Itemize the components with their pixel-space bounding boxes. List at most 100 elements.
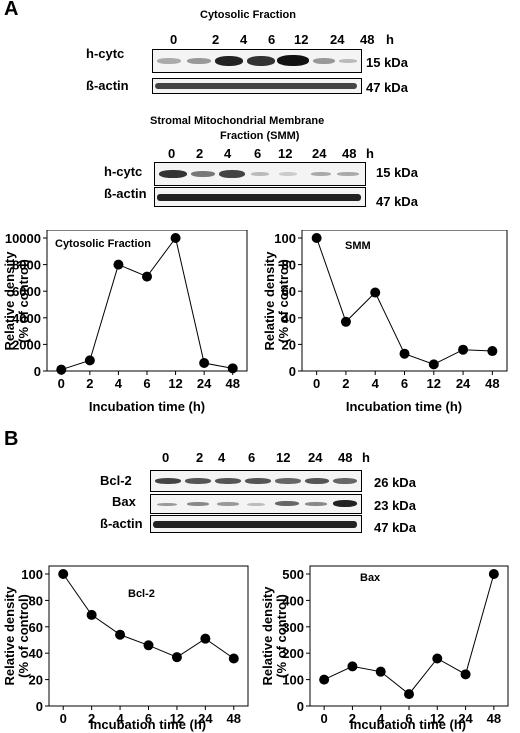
- blot-row-label: h-cytc: [104, 164, 143, 179]
- lane-label: 24: [330, 32, 345, 47]
- lane-unit: h: [362, 450, 370, 465]
- band: [251, 172, 269, 176]
- band: [159, 170, 187, 178]
- chart-bcl2: Bcl-2 Relative density (% of control) In…: [2, 565, 249, 732]
- data-point: [143, 640, 154, 651]
- band: [185, 478, 211, 484]
- chart-smm: SMM Relative density (% of control) Incu…: [262, 230, 508, 414]
- y-tick-label: 60: [29, 620, 43, 635]
- data-point: [319, 674, 330, 685]
- lane-label: 4: [240, 32, 248, 47]
- y-tick-label: 10000: [5, 231, 41, 246]
- x-tick-label: 2: [86, 376, 93, 391]
- kda-label: 47 kDa: [374, 520, 416, 535]
- data-point: [488, 569, 499, 579]
- lane-label: 0: [162, 450, 170, 465]
- chart-title: Cytosolic Fraction: [55, 238, 151, 250]
- band: [245, 478, 271, 484]
- lane-label: 12: [278, 146, 293, 161]
- y-tick-label: 300: [282, 620, 304, 635]
- x-tick-label: 6: [401, 376, 408, 391]
- lane-label: 48: [342, 146, 357, 161]
- cyto-actin-blot: [152, 78, 362, 94]
- x-axis-label: Incubation time (h): [346, 399, 462, 414]
- data-point: [86, 609, 97, 620]
- y-tick-label: 0: [297, 699, 304, 714]
- data-point: [228, 653, 239, 664]
- panel-b-letter: B: [4, 428, 19, 450]
- y-tick-label: 8000: [12, 258, 41, 273]
- y-tick-label: 200: [282, 646, 304, 661]
- kda-label: 47 kDa: [366, 80, 408, 95]
- kda-label: 47 kDa: [376, 194, 418, 209]
- data-point: [170, 233, 181, 243]
- x-tick-label: 6: [145, 711, 152, 726]
- blot-row-label: h-cytc: [86, 46, 125, 61]
- x-tick-label: 2: [88, 711, 95, 726]
- band: [313, 58, 335, 64]
- x-tick-label: 12: [168, 376, 182, 391]
- cyto-blot-title: Cytosolic Fraction: [200, 9, 296, 21]
- band: [155, 478, 181, 484]
- data-point: [115, 629, 126, 640]
- x-tick-label: 48: [225, 376, 239, 391]
- smm-actin-blot: [154, 187, 366, 207]
- data-point: [399, 348, 410, 359]
- y-tick-label: 500: [282, 567, 304, 582]
- band: [337, 172, 359, 176]
- y-axis-label: Relative density: [2, 586, 17, 686]
- data-point: [58, 569, 69, 579]
- smm-hcytc-blot: [154, 162, 366, 186]
- lane-label: 0: [168, 146, 176, 161]
- chart-title: Bcl-2: [128, 588, 155, 600]
- x-tick-label: 12: [170, 711, 184, 726]
- band: [305, 478, 329, 484]
- blot-row-label: ß-actin: [104, 186, 147, 201]
- data-point: [199, 358, 210, 369]
- band: [247, 503, 265, 506]
- lane-label: 24: [308, 450, 323, 465]
- kda-label: 23 kDa: [374, 498, 416, 513]
- x-tick-label: 6: [143, 376, 150, 391]
- band: [311, 172, 331, 176]
- x-tick-label: 24: [198, 711, 213, 726]
- y-axis-label: (% of control): [274, 594, 289, 678]
- x-axis-label: Incubation time (h): [90, 717, 206, 732]
- band: [157, 58, 181, 64]
- x-tick-label: 6: [405, 711, 412, 726]
- y-tick-label: 0: [34, 364, 41, 379]
- band: [279, 172, 297, 176]
- data-point: [487, 346, 498, 357]
- smm-blot-title-2: Fraction (SMM): [220, 130, 300, 142]
- band: [215, 56, 243, 66]
- lane-label: 6: [268, 32, 276, 47]
- b-actin-blot: [150, 515, 362, 533]
- band: [247, 56, 275, 66]
- blot-row-label: ß-actin: [100, 516, 143, 531]
- y-tick-label: 40: [29, 646, 43, 661]
- series-line: [316, 237, 493, 365]
- data-point: [56, 364, 67, 375]
- x-tick-label: 0: [313, 376, 320, 391]
- data-point: [227, 363, 238, 374]
- y-tick-label: 6000: [12, 284, 41, 299]
- lane-unit: h: [386, 32, 394, 47]
- band: [333, 500, 357, 507]
- series-line: [61, 236, 233, 371]
- x-tick-label: 2: [349, 711, 356, 726]
- blot-row-label: Bcl-2: [100, 473, 132, 488]
- data-point: [171, 652, 182, 663]
- lane-label: 24: [312, 146, 327, 161]
- bax-blot: [150, 494, 362, 514]
- band: [187, 58, 211, 64]
- x-tick-label: 24: [456, 376, 471, 391]
- data-point: [200, 633, 211, 644]
- y-tick-label: 100: [21, 567, 43, 582]
- band: [157, 503, 177, 506]
- y-axis-label: (% of control): [16, 594, 31, 678]
- kda-label: 26 kDa: [374, 475, 416, 490]
- y-tick-label: 100: [274, 231, 296, 246]
- x-axis-label: Incubation time (h): [350, 717, 466, 732]
- chart-bax: Bax Relative density (% of control) Incu…: [262, 565, 509, 732]
- lane-label: 48: [338, 450, 353, 465]
